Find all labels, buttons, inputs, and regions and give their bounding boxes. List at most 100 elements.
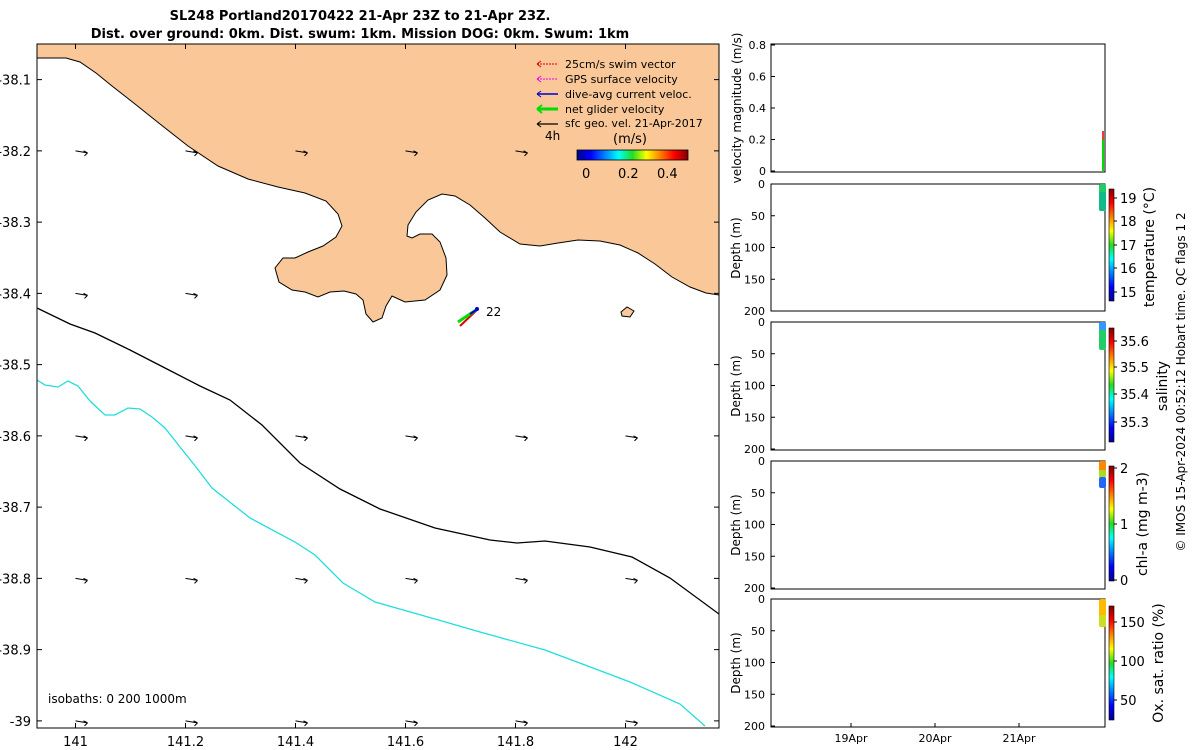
velocity-y-tick-label: 0.2 bbox=[749, 134, 767, 147]
geo-velocity-arrow bbox=[75, 435, 88, 439]
geo-velocity-arrow bbox=[185, 577, 198, 581]
geo-velocity-arrow bbox=[75, 150, 88, 154]
oxygen-profile bbox=[1099, 599, 1106, 627]
depth-tick-label: 100 bbox=[744, 242, 765, 255]
colorbar-tick-label: 16 bbox=[1120, 262, 1137, 277]
depth-tick-label: 50 bbox=[751, 487, 765, 500]
legend-arrow-icon bbox=[536, 60, 542, 68]
legend-gps: GPS surface velocity bbox=[565, 73, 678, 86]
geo-velocity-arrowhead bbox=[83, 720, 88, 727]
geo-velocity-arrowhead bbox=[633, 720, 638, 727]
geo-velocity-arrowhead bbox=[303, 435, 308, 442]
depth-tick-label: 200 bbox=[744, 305, 765, 318]
depth-tick-label: 50 bbox=[751, 348, 765, 361]
colorbar-tick-label: 1 bbox=[1120, 518, 1128, 533]
island-small bbox=[620, 306, 635, 318]
velocity-y-tick-label: 0.8 bbox=[749, 39, 767, 52]
map-x-tick-label: 141.8 bbox=[497, 735, 534, 750]
oxygen-colorbar bbox=[1108, 605, 1115, 721]
geo-velocity-arrowhead bbox=[523, 577, 528, 584]
map-panel: 141 141.2 141.4 141.6 141.8 142 -38.1-38.2-38… bbox=[0, 43, 720, 750]
geo-velocity-arrowhead bbox=[633, 577, 638, 584]
geo-velocity-arrowhead bbox=[413, 720, 418, 727]
chla-cbar-label: chl-a (mg m-3) bbox=[1135, 472, 1151, 576]
chart-subtitle: Dist. over ground: 0km. Dist. swum: 1km.… bbox=[90, 27, 630, 42]
geo-velocity-arrow bbox=[185, 292, 198, 296]
depth-tick-label: 150 bbox=[744, 273, 765, 286]
time-tick-label: 21Apr bbox=[1002, 732, 1036, 745]
copyright-note: © IMOS 15-Apr-2024 00:52:12 Hobart time.… bbox=[1174, 212, 1188, 551]
glider-label: 22 bbox=[486, 305, 501, 319]
map-y-tick-label: -38.3 bbox=[0, 216, 31, 231]
map-legend: 25cm/s swim vector GPS surface velocity … bbox=[536, 58, 703, 182]
colorbar-tick: 0.2 bbox=[618, 167, 639, 182]
colorbar-tick-label: 18 bbox=[1120, 215, 1137, 230]
depth-tick-label: 50 bbox=[751, 625, 765, 638]
depth-tick-label: 150 bbox=[744, 688, 765, 701]
oxygen-panel-frame bbox=[770, 598, 1106, 728]
salinity-cbar-label: salinity bbox=[1155, 361, 1171, 411]
depth-tick-label: 100 bbox=[744, 657, 765, 670]
depth-tick-label: 200 bbox=[744, 720, 765, 733]
geo-velocity-arrow bbox=[185, 435, 198, 439]
geo-velocity-arrow bbox=[405, 150, 418, 154]
map-x-axis: 141 141.2 141.4 141.6 141.8 142 bbox=[63, 44, 638, 750]
map-y-tick-label: -38.1 bbox=[0, 74, 31, 89]
geo-velocity-arrows bbox=[75, 150, 638, 727]
geo-velocity-arrowhead bbox=[413, 577, 418, 584]
salinity-panel-frame bbox=[770, 321, 1106, 451]
colorbar-tick-label: 150 bbox=[1120, 616, 1145, 631]
salinity-profile bbox=[1099, 322, 1106, 350]
geo-velocity-arrow bbox=[75, 577, 88, 581]
map-x-tick-label: 141 bbox=[63, 735, 88, 750]
legend-duration: 4h bbox=[545, 129, 560, 143]
geo-velocity-arrow bbox=[75, 720, 88, 724]
legend-arrow-icon bbox=[536, 120, 542, 128]
speed-colorbar bbox=[576, 149, 689, 161]
legend-swim: 25cm/s swim vector bbox=[565, 58, 676, 71]
geo-velocity-arrowhead bbox=[83, 435, 88, 442]
colorbar-tick-label: 35.4 bbox=[1120, 388, 1149, 403]
map-x-tick-label: 141.6 bbox=[387, 735, 424, 750]
depth-ylabel: Depth (m) bbox=[729, 494, 743, 555]
geo-velocity-arrow bbox=[295, 150, 308, 154]
geo-velocity-arrowhead bbox=[523, 150, 528, 157]
map-x-tick-label: 141.4 bbox=[277, 735, 314, 750]
map-y-tick-label: -38.9 bbox=[0, 644, 31, 659]
colorbar-tick-label: 17 bbox=[1120, 239, 1137, 254]
oxygen-cbar-label: Ox. sat. ratio (%) bbox=[1151, 603, 1167, 722]
glider-track: 22 bbox=[457, 305, 501, 327]
geo-velocity-arrow bbox=[625, 720, 638, 724]
depth-axes: 0 50 100 150 200 Depth (m) 0 50 100 150 200 Depth (… bbox=[729, 178, 775, 733]
temperature-cbar-label: temperature (°C) bbox=[1142, 187, 1158, 307]
colorbar-ticks: 19 18 17 16 15 35.6 35.5 35.4 35.3 2 1 0 150 100 50 bbox=[1114, 192, 1149, 709]
geo-velocity-arrow bbox=[515, 720, 528, 724]
map-y-tick-label: -38.6 bbox=[0, 430, 31, 445]
velocity-panel-frame bbox=[770, 43, 1106, 173]
depth-tick-label: 150 bbox=[744, 411, 765, 424]
chart-title: SL248 Portland20170422 21-Apr 23Z to 21-… bbox=[169, 9, 551, 24]
depth-tick-label: 100 bbox=[744, 519, 765, 532]
velocity-y-tick-label: 0.4 bbox=[749, 102, 767, 115]
colorbar-tick-label: 19 bbox=[1120, 192, 1137, 207]
legend-arrow-icon bbox=[536, 104, 543, 114]
velocity-ylabel: velocity magnitude (m/s) bbox=[730, 33, 744, 184]
chla-profile bbox=[1099, 461, 1106, 488]
geo-velocity-arrowhead bbox=[523, 435, 528, 442]
depth-tick-label: 100 bbox=[744, 380, 765, 393]
geo-velocity-arrowhead bbox=[303, 720, 308, 727]
geo-velocity-arrowhead bbox=[303, 150, 308, 157]
colorbar-tick-label: 15 bbox=[1120, 286, 1137, 301]
depth-tick-label: 0 bbox=[758, 593, 765, 606]
colorbar-tick-label: 50 bbox=[1120, 694, 1137, 709]
depth-tick-label: 150 bbox=[744, 550, 765, 563]
velocity-y-axis: 0 0.2 0.4 0.6 0.8 bbox=[749, 39, 775, 178]
salinity-colorbar bbox=[1108, 327, 1115, 443]
colorbar-tick-label: 35.6 bbox=[1120, 335, 1149, 350]
depth-ylabel: Depth (m) bbox=[729, 355, 743, 416]
time-axis: 19Apr 20Apr 21Apr bbox=[834, 723, 1036, 745]
geo-velocity-arrowhead bbox=[193, 720, 198, 727]
legend-geo: sfc geo. vel. 21-Apr-2017 bbox=[565, 117, 703, 130]
geo-velocity-arrowhead bbox=[193, 577, 198, 584]
